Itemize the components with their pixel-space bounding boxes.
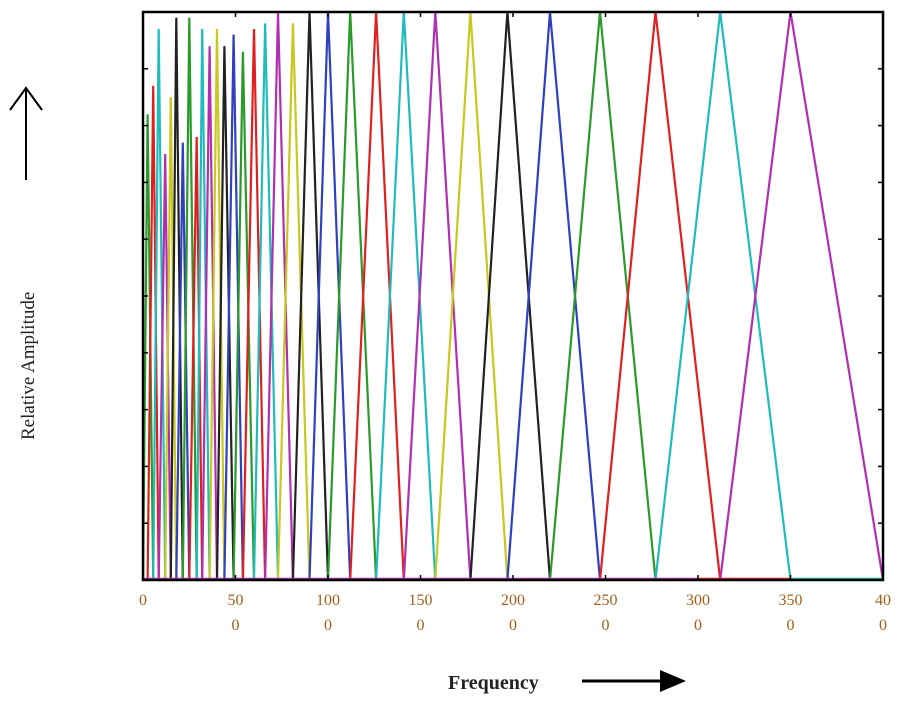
y-axis-label: Relative Amplitude [18, 291, 39, 440]
filter-bank-series [141, 11, 885, 581]
filter-20 [291, 11, 330, 581]
filter-8 [181, 17, 198, 581]
filter-19 [276, 23, 311, 581]
x-tick-label: 40 [875, 592, 891, 609]
filter-14 [223, 34, 244, 581]
x-tick-label: 0 [139, 592, 147, 609]
filter-5 [164, 97, 178, 581]
filter-2 [146, 85, 160, 581]
filter-10 [195, 28, 211, 581]
y-arrow-head [9, 86, 43, 111]
filter-32 [719, 11, 885, 581]
filter-27 [469, 11, 552, 581]
x-tick-label: 250 [594, 592, 618, 609]
filter-21 [308, 11, 352, 581]
filter-23 [349, 11, 405, 581]
y-ticks [143, 11, 883, 581]
x-tick-label-wrap: 0 [232, 617, 240, 634]
x-tick-label-wrap: 0 [602, 617, 610, 634]
x-tick-label-wrap: 0 [694, 617, 702, 634]
filter-31 [654, 11, 792, 581]
filter-18 [264, 11, 294, 581]
x-arrow-head [660, 670, 686, 692]
x-tick-label: 100 [316, 592, 340, 609]
axis-arrows [9, 86, 686, 692]
x-tick-label: 150 [409, 592, 433, 609]
filter-30 [598, 11, 722, 581]
filter-22 [326, 11, 378, 581]
filter-28 [506, 11, 602, 581]
x-tick-label-wrap: 0 [787, 617, 795, 634]
filter-29 [548, 11, 657, 581]
x-tick-label-wrap: 0 [509, 617, 517, 634]
x-axis-label: Frequency [448, 672, 539, 694]
filter-7 [175, 142, 191, 581]
filter-11 [201, 46, 219, 581]
filter-1 [141, 114, 155, 581]
x-tick-label: 50 [228, 592, 244, 609]
filter-6 [169, 17, 184, 581]
filter-24 [375, 11, 437, 581]
x-tick-label: 200 [501, 592, 525, 609]
x-tick-label: 350 [779, 592, 803, 609]
filter-3 [152, 28, 167, 581]
filter-12 [208, 28, 226, 581]
x-ticks: 0 50 0 100 0 150 0 200 0 250 0 300 0 350 0 40 0 [139, 12, 891, 634]
y-axis-label-box: Relative Amplitude [8, 250, 48, 440]
filter-4 [157, 153, 172, 581]
filter-9 [188, 136, 204, 581]
filter-15 [232, 51, 256, 581]
x-tick-label-wrap: 0 [417, 617, 425, 634]
filter-26 [434, 11, 509, 581]
x-tick-label-wrap: 0 [324, 617, 332, 634]
filter-17 [252, 23, 280, 581]
x-tick-label-wrap: 0 [879, 617, 887, 634]
filter-13 [215, 46, 235, 581]
filter-16 [241, 28, 267, 581]
x-tick-label: 300 [686, 592, 710, 609]
filter-25 [402, 11, 472, 581]
